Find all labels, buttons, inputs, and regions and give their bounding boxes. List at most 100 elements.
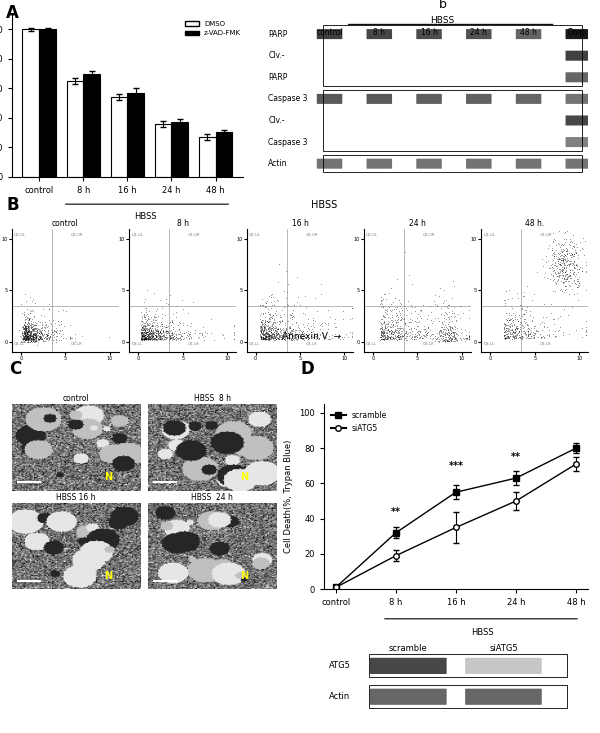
Point bbox=[295, 299, 305, 311]
Point bbox=[379, 323, 389, 335]
Bar bbox=[127, 92, 144, 177]
Point bbox=[256, 334, 266, 345]
Point bbox=[139, 330, 148, 342]
Point bbox=[436, 330, 445, 342]
Point bbox=[280, 333, 289, 345]
Point bbox=[506, 326, 515, 338]
Point bbox=[20, 328, 30, 339]
Point bbox=[20, 333, 29, 345]
Point bbox=[514, 315, 523, 327]
Point bbox=[258, 332, 268, 344]
Point bbox=[446, 328, 455, 339]
Point bbox=[273, 323, 283, 335]
Point bbox=[288, 323, 298, 335]
Point bbox=[169, 334, 179, 345]
Point bbox=[157, 320, 167, 331]
Point bbox=[391, 331, 400, 342]
Point bbox=[23, 325, 32, 337]
Point bbox=[451, 333, 461, 345]
Point bbox=[20, 326, 29, 338]
Point bbox=[413, 308, 423, 320]
Point bbox=[145, 330, 154, 342]
Point bbox=[274, 331, 284, 342]
Point bbox=[27, 333, 37, 345]
Point bbox=[405, 326, 415, 338]
Point bbox=[387, 314, 397, 325]
Point bbox=[572, 247, 581, 259]
Point bbox=[377, 329, 387, 341]
Point bbox=[160, 320, 169, 332]
Point bbox=[167, 334, 177, 345]
Point bbox=[34, 328, 44, 339]
Point bbox=[26, 333, 36, 345]
FancyBboxPatch shape bbox=[566, 73, 591, 82]
Point bbox=[378, 309, 388, 321]
Point bbox=[23, 325, 32, 336]
Point bbox=[139, 333, 149, 345]
Point bbox=[567, 277, 577, 289]
Point bbox=[434, 331, 443, 343]
Point bbox=[141, 333, 151, 345]
Point bbox=[256, 330, 266, 342]
Point bbox=[554, 252, 564, 264]
Point bbox=[505, 313, 515, 325]
Point bbox=[143, 333, 152, 345]
Point bbox=[258, 320, 268, 332]
Point bbox=[260, 332, 270, 344]
Point bbox=[548, 235, 558, 246]
Point bbox=[376, 326, 386, 338]
Point bbox=[400, 317, 409, 329]
Point bbox=[391, 317, 401, 329]
Point bbox=[141, 333, 151, 345]
Point bbox=[136, 332, 146, 344]
Point bbox=[36, 333, 46, 345]
Point bbox=[508, 330, 518, 342]
Point bbox=[557, 267, 566, 279]
Point bbox=[58, 304, 68, 316]
Point bbox=[268, 321, 278, 333]
Point bbox=[446, 332, 456, 344]
Point bbox=[17, 327, 27, 339]
Point bbox=[521, 328, 531, 340]
Point bbox=[29, 328, 38, 340]
Point bbox=[143, 329, 153, 341]
Point bbox=[301, 331, 310, 343]
Point bbox=[574, 263, 584, 275]
Y-axis label: Cell Death(%, Trypan Blue): Cell Death(%, Trypan Blue) bbox=[284, 440, 293, 553]
Point bbox=[439, 323, 449, 335]
Point bbox=[440, 327, 449, 339]
Point bbox=[268, 320, 277, 331]
Point bbox=[521, 327, 530, 339]
Point bbox=[229, 328, 239, 340]
Point bbox=[197, 328, 207, 340]
Point bbox=[407, 331, 416, 342]
Point bbox=[161, 332, 171, 344]
Point bbox=[266, 324, 275, 336]
Point bbox=[22, 312, 31, 324]
Point bbox=[33, 336, 43, 348]
Point bbox=[503, 331, 512, 343]
Point bbox=[139, 334, 148, 345]
Point bbox=[265, 324, 274, 336]
Point bbox=[436, 325, 446, 337]
Point bbox=[401, 327, 410, 339]
Point bbox=[400, 327, 409, 339]
Text: Q3-LR: Q3-LR bbox=[188, 342, 200, 346]
Point bbox=[158, 334, 168, 345]
Point bbox=[278, 314, 287, 325]
Point bbox=[500, 320, 510, 332]
Point bbox=[47, 324, 57, 336]
Point bbox=[150, 320, 160, 332]
Point bbox=[296, 331, 305, 343]
Point bbox=[304, 333, 313, 345]
Point bbox=[146, 325, 156, 337]
Point bbox=[525, 328, 535, 340]
Point bbox=[139, 323, 149, 335]
Point bbox=[581, 316, 591, 328]
Point bbox=[557, 254, 566, 266]
Point bbox=[574, 263, 583, 275]
Point bbox=[546, 298, 556, 310]
Point bbox=[523, 325, 533, 337]
Point bbox=[273, 332, 283, 344]
Point bbox=[41, 318, 51, 330]
